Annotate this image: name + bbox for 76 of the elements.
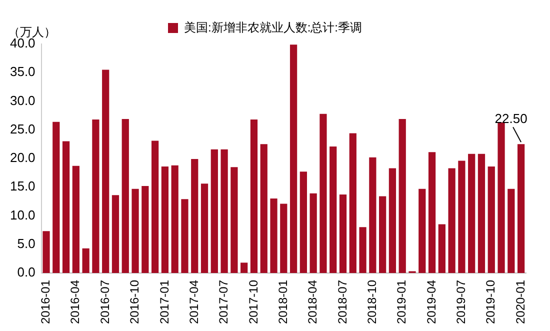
bar <box>379 196 386 273</box>
bar <box>220 149 228 273</box>
bar <box>230 167 238 273</box>
bar <box>448 168 456 273</box>
bar <box>428 152 436 273</box>
x-tick-label: 2019-01 <box>394 280 409 324</box>
x-tick-label: 2017-04 <box>186 280 201 324</box>
bar <box>171 165 178 273</box>
bar <box>62 141 70 273</box>
x-tick-label: 2019-04 <box>424 280 438 324</box>
bar <box>52 122 60 273</box>
y-tick-label: 30.0 <box>10 92 36 108</box>
x-tick-label: 2016-10 <box>128 280 142 324</box>
bar <box>210 149 218 273</box>
annotation: 22.50 <box>494 111 528 126</box>
bar <box>488 166 495 273</box>
x-tick-label: 2018-10 <box>364 280 379 324</box>
x-tick-label: 2017-01 <box>157 280 172 324</box>
bar <box>517 144 525 273</box>
x-tick-label: 2020-01 <box>513 280 528 324</box>
bar <box>468 154 476 273</box>
bar <box>320 114 327 273</box>
bar <box>349 133 356 273</box>
bar <box>398 118 406 273</box>
y-tick-label: 35.0 <box>10 64 36 80</box>
bar <box>191 159 198 273</box>
x-tick-label: 2018-07 <box>335 280 350 324</box>
bar <box>250 120 258 273</box>
bar <box>369 157 376 273</box>
y-axis-title: （万人） <box>8 24 56 39</box>
bar <box>72 166 80 273</box>
bar <box>478 154 486 273</box>
bar <box>92 120 100 273</box>
bar <box>498 122 505 273</box>
x-tick-label: 2017-07 <box>216 280 231 324</box>
x-tick-label: 2016-04 <box>68 280 82 324</box>
bar <box>151 140 159 273</box>
bar <box>260 144 268 273</box>
bar <box>290 44 298 273</box>
y-tick-label: 20.0 <box>10 150 36 166</box>
bar <box>112 195 120 273</box>
bar <box>102 70 110 273</box>
bar <box>339 194 347 273</box>
bar <box>161 166 169 273</box>
bar <box>418 188 426 273</box>
bar <box>310 193 317 273</box>
x-tick-label: 2018-01 <box>276 280 290 324</box>
bar <box>142 186 149 273</box>
x-tick-label: 2016-07 <box>98 280 112 324</box>
y-tick-label: 15.0 <box>10 178 36 194</box>
bar <box>508 188 515 273</box>
x-tick-label: 2018-04 <box>306 280 320 324</box>
x-tick-label: 2019-07 <box>454 280 468 324</box>
x-tick-label: 2017-10 <box>246 280 260 324</box>
bar <box>82 248 90 273</box>
y-tick-label: 5.0 <box>17 236 36 251</box>
x-tick-label: 2016-01 <box>38 280 53 324</box>
bar <box>438 224 446 273</box>
bar <box>330 146 337 273</box>
y-tick-label: 0.0 <box>17 264 36 280</box>
bar <box>458 160 466 273</box>
bar <box>122 118 129 273</box>
bar <box>132 188 139 273</box>
bar <box>388 168 396 273</box>
bar <box>200 184 208 273</box>
y-tick-label: 25.0 <box>10 121 36 136</box>
x-tick-label: 2019-10 <box>484 280 498 324</box>
y-tick-label: 10.0 <box>10 207 36 222</box>
bar <box>300 172 307 273</box>
bar <box>359 227 366 273</box>
legend-label: 美国:新增非农就业人数:总计:季调 <box>184 20 362 34</box>
bar <box>42 231 50 273</box>
bar <box>181 199 188 273</box>
bar <box>240 262 248 273</box>
bar <box>280 204 288 273</box>
bar <box>270 198 278 273</box>
